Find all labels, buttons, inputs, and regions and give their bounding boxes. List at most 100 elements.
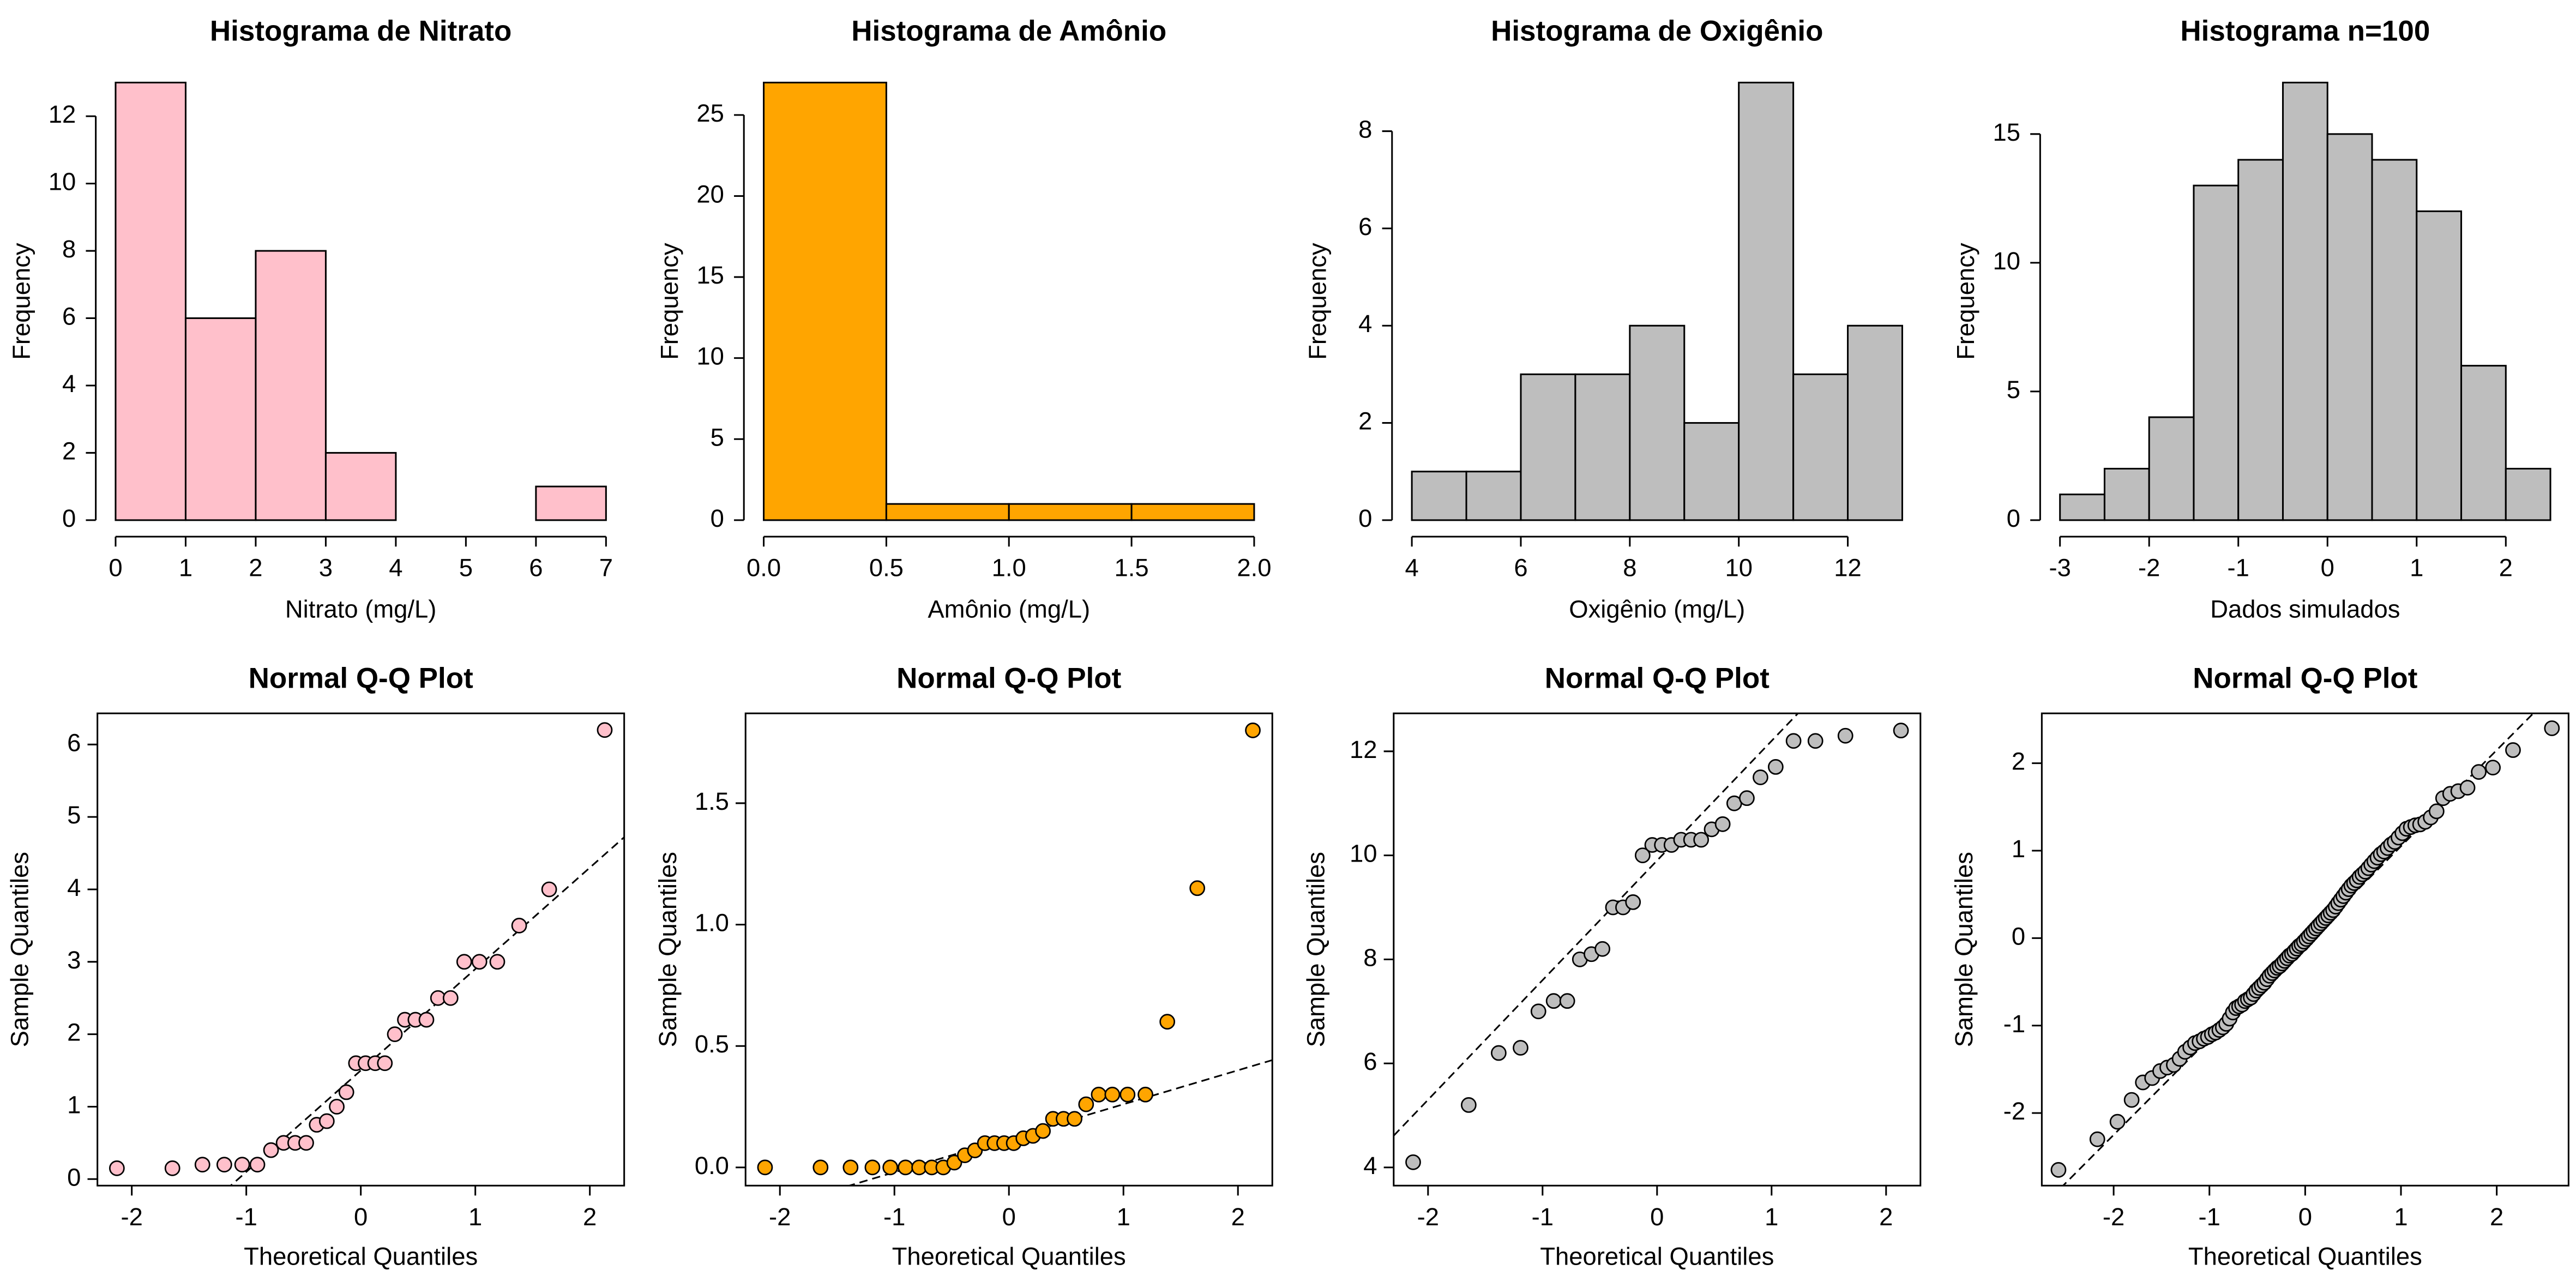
point (1137, 1086, 1153, 1103)
point (1625, 894, 1641, 910)
point (1490, 1045, 1507, 1061)
y-tick-label: 4 (1363, 1152, 1377, 1179)
point (1530, 1003, 1546, 1020)
point (882, 1159, 899, 1176)
point (1245, 722, 1261, 738)
x-tick-label: 2 (583, 1203, 597, 1231)
y-tick-label: 0 (1358, 504, 1372, 532)
y-axis-label: Frequency (1304, 243, 1332, 360)
y-tick-label: 10 (1993, 247, 2020, 275)
x-tick-label: 4 (389, 554, 402, 582)
y-tick-label: 0.0 (695, 1152, 729, 1179)
point (541, 881, 557, 898)
y-tick-label: 3 (67, 946, 81, 974)
x-tick-label: 8 (1623, 554, 1636, 582)
x-tick-label: 12 (1834, 554, 1862, 582)
x-tick-label: -2 (2138, 554, 2160, 582)
bar (1574, 373, 1631, 521)
y-axis-label: Frequency (655, 243, 683, 360)
bar (1792, 373, 1849, 521)
point (597, 722, 613, 738)
bar (2326, 133, 2373, 521)
x-tick-label: 1 (468, 1203, 482, 1231)
point (1078, 1096, 1094, 1112)
point (1460, 1097, 1477, 1113)
y-tick-label: 8 (1363, 943, 1377, 971)
y-tick-label: 0 (711, 504, 724, 532)
chart-title: Histograma de Amônio (851, 15, 1166, 47)
bar (115, 81, 186, 521)
y-tick-label: 6 (1363, 1048, 1377, 1075)
y-tick-label: 0 (2012, 922, 2025, 950)
x-tick-label: 0 (1002, 1203, 1016, 1231)
x-tick-label: 0.5 (869, 554, 904, 582)
x-tick-label: -2 (1417, 1203, 1439, 1231)
x-tick-label: 0 (1650, 1203, 1664, 1231)
y-tick-label: 6 (67, 729, 81, 756)
bar (324, 452, 397, 521)
bar (2193, 184, 2240, 521)
point (1120, 1086, 1136, 1103)
point (2089, 1131, 2105, 1147)
point (194, 1157, 210, 1173)
point (2109, 1114, 2126, 1130)
y-tick-label: 0 (62, 504, 76, 532)
bar (2237, 159, 2284, 521)
point (1035, 1123, 1051, 1139)
point (511, 917, 527, 934)
point (1785, 733, 1802, 749)
x-tick-label: -1 (883, 1203, 905, 1231)
point (1594, 941, 1611, 957)
bar (1683, 422, 1740, 521)
x-axis-label: Amônio (mg/L) (928, 595, 1090, 623)
point (442, 990, 459, 1006)
bar (2148, 416, 2195, 521)
x-tick-label: 0 (354, 1203, 368, 1231)
y-tick-label: 0 (2007, 504, 2020, 532)
point (1893, 723, 1909, 739)
chart-title: Histograma n=100 (2180, 15, 2430, 47)
point (1559, 993, 1575, 1009)
point (1091, 1086, 1107, 1103)
x-tick-label: 1 (179, 554, 192, 582)
x-tick-label: 2 (249, 554, 262, 582)
x-tick-label: -1 (1532, 1203, 1554, 1231)
x-tick-label: 7 (599, 554, 613, 582)
y-tick-label: 15 (1993, 118, 2020, 146)
x-tick-label: 2.0 (1237, 554, 1271, 582)
x-tick-label: 0 (2321, 554, 2334, 582)
bar (1411, 471, 1467, 521)
point (1545, 993, 1562, 1009)
point (864, 1159, 881, 1176)
point (2471, 764, 2487, 780)
bar (1629, 324, 1686, 521)
point (1837, 727, 1853, 744)
bar (1008, 503, 1133, 521)
chart-title: Normal Q-Q Plot (1545, 663, 1770, 695)
point (842, 1159, 859, 1176)
chart-title: Histograma de Oxigênio (1491, 15, 1823, 47)
point (234, 1157, 250, 1173)
bar (2371, 159, 2418, 521)
plot-frame (2041, 712, 2569, 1187)
y-tick-label: 0.5 (695, 1030, 729, 1058)
point (1753, 769, 1768, 785)
reference-line (1393, 713, 1799, 1136)
point (2459, 780, 2476, 796)
bar (1520, 373, 1576, 521)
y-axis-label: Sample Quantiles (5, 852, 33, 1047)
bar (1465, 471, 1522, 521)
y-tick-label: 15 (696, 261, 724, 289)
point (2428, 803, 2445, 820)
bar (2416, 210, 2463, 521)
point (1067, 1111, 1082, 1127)
y-tick-label: 20 (696, 180, 724, 208)
y-tick-label: -2 (2003, 1097, 2025, 1125)
chart-title: Normal Q-Q Plot (2193, 663, 2417, 695)
x-tick-label: -1 (2199, 1203, 2220, 1231)
point (418, 1012, 435, 1028)
y-tick-label: 0 (67, 1163, 81, 1191)
x-tick-label: -2 (121, 1203, 142, 1231)
